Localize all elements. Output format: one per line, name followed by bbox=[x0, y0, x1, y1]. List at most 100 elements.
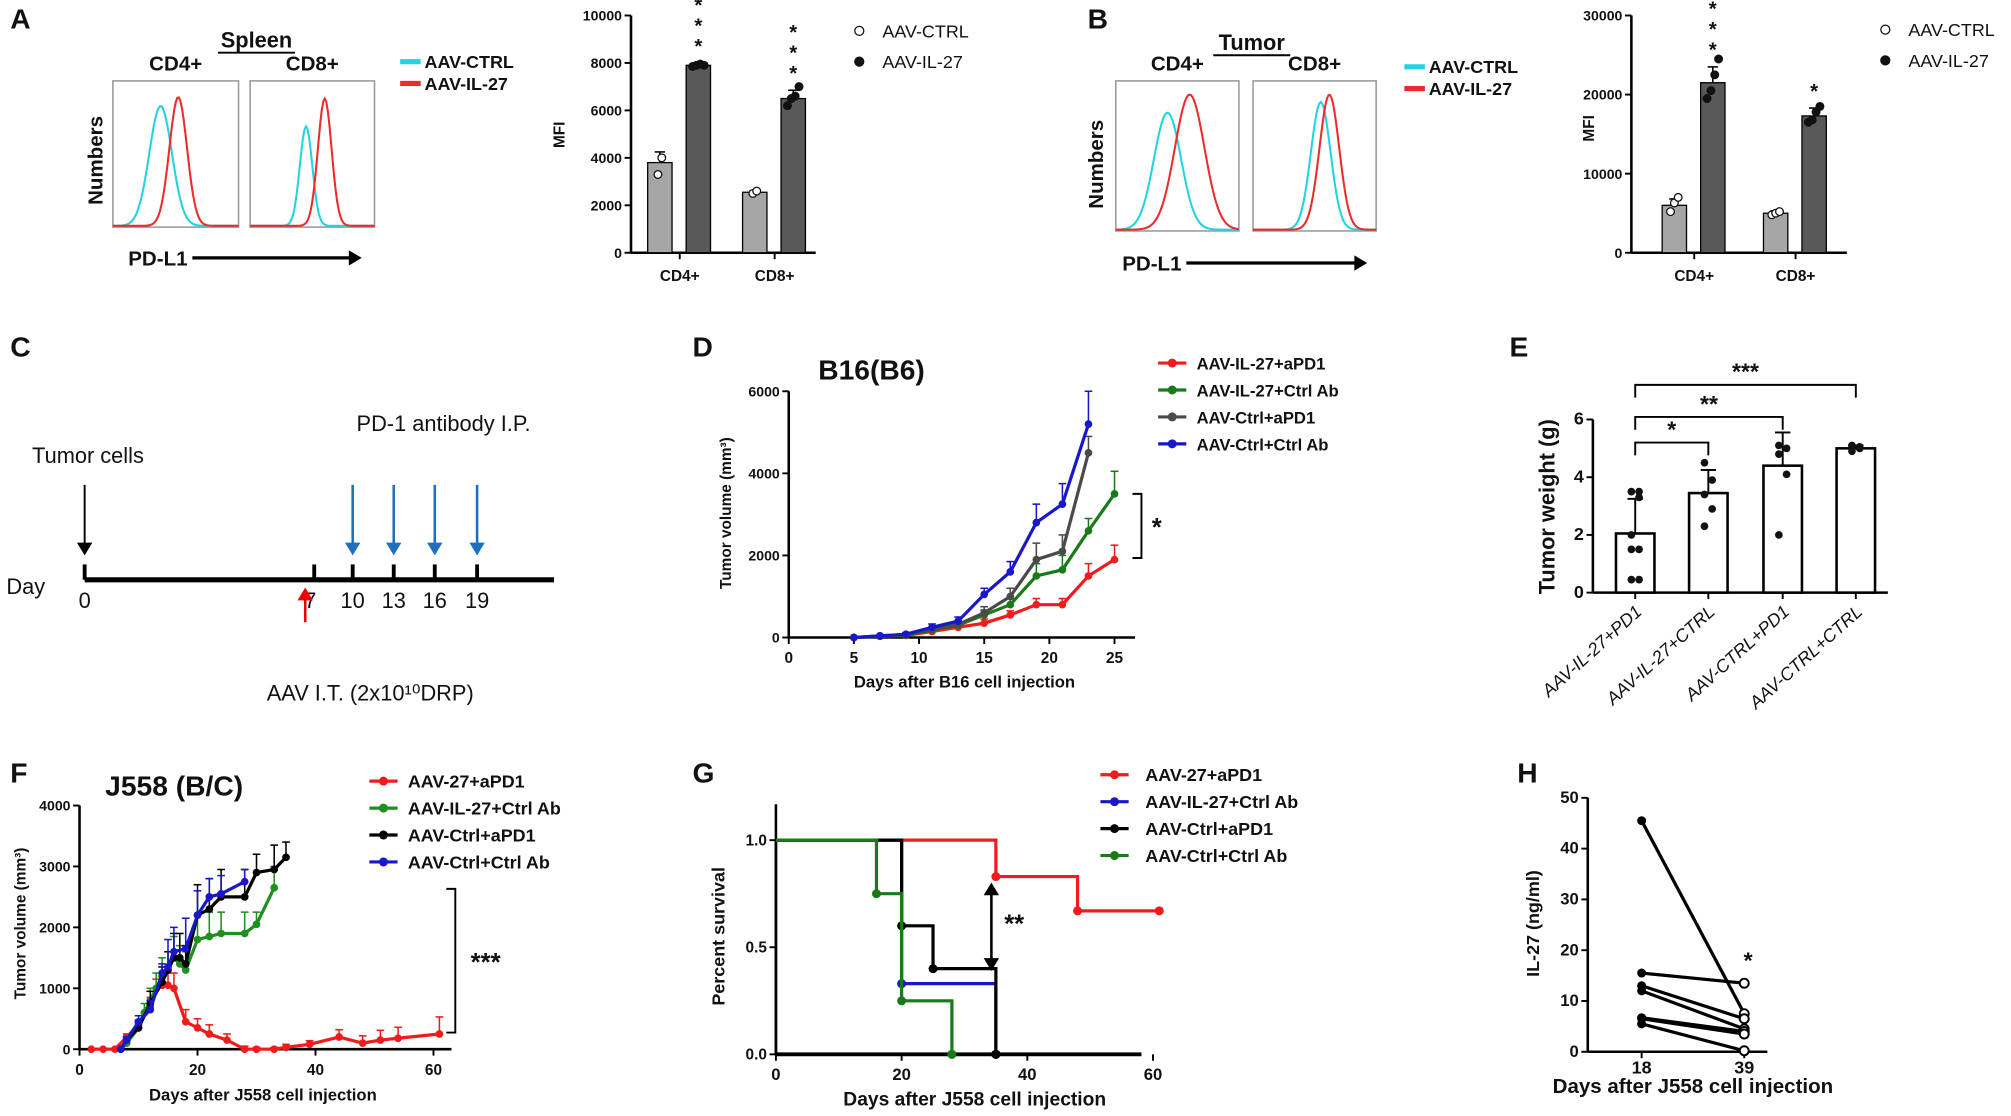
y-axis-label: MFI bbox=[551, 122, 568, 148]
data-point bbox=[270, 883, 279, 892]
day18-point bbox=[1637, 816, 1647, 826]
panel-label-e: E bbox=[1510, 331, 1529, 363]
subpanel-label: CD4+ bbox=[149, 53, 202, 76]
y-axis-label: Tumor weight (g) bbox=[1534, 419, 1559, 594]
data-point bbox=[1673, 192, 1683, 202]
data-point bbox=[1006, 592, 1015, 601]
data-point bbox=[282, 1043, 290, 1052]
data-point bbox=[252, 868, 261, 877]
x-tick-label: 39 bbox=[1734, 1058, 1754, 1078]
end-marker bbox=[1154, 906, 1164, 916]
data-point bbox=[1032, 555, 1041, 564]
y-tick-label: 2 bbox=[1574, 524, 1584, 544]
data-point bbox=[240, 1045, 249, 1054]
data-point bbox=[358, 1039, 367, 1047]
day-tick-label: 13 bbox=[382, 588, 406, 613]
bar-il27 bbox=[685, 64, 712, 254]
day39-point bbox=[1738, 1013, 1750, 1025]
data-point bbox=[223, 1036, 231, 1044]
x-tick-label: CD4+ bbox=[1674, 268, 1714, 285]
histogram-box bbox=[1252, 80, 1377, 232]
survival-curve bbox=[775, 838, 998, 1055]
arrow-head bbox=[348, 250, 362, 266]
data-point bbox=[240, 893, 249, 901]
arrow-head bbox=[427, 542, 443, 556]
day18-point bbox=[1637, 986, 1647, 996]
x-tick-label: 60 bbox=[425, 1062, 442, 1079]
data-point bbox=[1058, 565, 1067, 574]
data-point bbox=[376, 1036, 385, 1044]
x-axis-label: PD-L1 bbox=[128, 248, 187, 271]
event-marker bbox=[928, 964, 938, 974]
paired-line bbox=[1641, 971, 1745, 985]
y-tick-label: 0 bbox=[614, 245, 622, 261]
data-point bbox=[305, 1040, 314, 1049]
comparison-bracket bbox=[1634, 415, 1784, 430]
data-point bbox=[1110, 490, 1119, 498]
legend-label: AAV-IL-27+Ctrl Ab bbox=[408, 799, 561, 819]
histogram-title: Spleen bbox=[221, 28, 292, 53]
data-point bbox=[954, 617, 962, 625]
data-point bbox=[252, 920, 261, 929]
data-point bbox=[1635, 575, 1643, 584]
y-tick-label: 10000 bbox=[583, 8, 622, 24]
bar bbox=[1835, 447, 1877, 594]
legend-label: AAV-27+aPD1 bbox=[408, 772, 525, 792]
legend-label: AAV-Ctrl+Ctrl Ab bbox=[408, 852, 550, 872]
day-tick-label: 10 bbox=[341, 588, 365, 613]
legend-label: AAV-Ctrl+aPD1 bbox=[1145, 819, 1273, 839]
legend-marker bbox=[1880, 24, 1891, 35]
significance-star: ** bbox=[1004, 910, 1024, 938]
significance-star: * bbox=[789, 21, 797, 44]
event-marker bbox=[871, 889, 881, 899]
data-point bbox=[158, 969, 166, 977]
data-point bbox=[181, 944, 190, 953]
data-point bbox=[1710, 70, 1720, 80]
tumor-growth-chart: 0 2000 4000 6000 0 5 10 15 20 25 B16(B6) Tumor volu… bbox=[718, 354, 1339, 692]
series-3 bbox=[850, 390, 1093, 642]
y-axis-label: Numbers bbox=[1085, 120, 1108, 209]
y-tick-label: 0 bbox=[1570, 1042, 1579, 1061]
il27-histogram-curve bbox=[1115, 93, 1240, 231]
data-point bbox=[240, 929, 249, 938]
panel-label-a: A bbox=[10, 2, 30, 34]
comparison-bracket bbox=[1634, 441, 1710, 456]
y-tick-label: 2000 bbox=[591, 197, 623, 213]
survival-chart: 0.0 0.5 1.0 0 20 40 60 Percent survival Days aft… bbox=[709, 765, 1299, 1110]
data-point bbox=[1058, 500, 1067, 508]
legend-marker bbox=[1110, 824, 1120, 834]
arrow-head bbox=[76, 542, 93, 556]
data-point bbox=[1627, 531, 1636, 539]
data-point bbox=[1775, 441, 1783, 450]
y-tick-label: 0 bbox=[1574, 582, 1584, 602]
subpanel-label: CD8+ bbox=[1288, 53, 1341, 76]
data-point bbox=[1627, 487, 1636, 496]
legend-label: AAV-CTRL bbox=[1908, 20, 1994, 40]
tumor-growth-chart: 0 1000 2000 3000 4000 0 20 40 60 J558 (B/C) Tumor … bbox=[13, 769, 561, 1104]
x-tick-label: 20 bbox=[892, 1065, 911, 1084]
series-2 bbox=[850, 435, 1093, 642]
x-tick-label: 60 bbox=[1144, 1065, 1163, 1084]
panel-label-c: C bbox=[10, 331, 30, 363]
data-point bbox=[205, 1030, 214, 1038]
aav-label: AAV I.T. (2x10¹⁰DRP) bbox=[267, 680, 474, 705]
data-point bbox=[181, 1017, 190, 1026]
data-point bbox=[270, 1045, 279, 1054]
data-point bbox=[1032, 518, 1041, 527]
data-point bbox=[1775, 450, 1783, 458]
data-point bbox=[980, 590, 989, 599]
y-axis-label: Tumor volume (mm³) bbox=[718, 437, 735, 589]
data-point bbox=[1782, 444, 1791, 453]
data-point bbox=[850, 633, 858, 642]
y-tick-label: 20000 bbox=[1583, 87, 1622, 103]
y-tick-label: 4000 bbox=[748, 465, 780, 481]
data-point bbox=[1006, 568, 1015, 576]
y-axis-label: Tumor volume (mm³) bbox=[13, 848, 30, 1000]
series-2 bbox=[116, 841, 290, 1054]
end-marker bbox=[947, 1049, 957, 1059]
data-point bbox=[1700, 490, 1709, 499]
legend-marker bbox=[1110, 797, 1120, 807]
x-tick-label: 20 bbox=[189, 1062, 206, 1079]
arrow-head bbox=[297, 587, 313, 601]
